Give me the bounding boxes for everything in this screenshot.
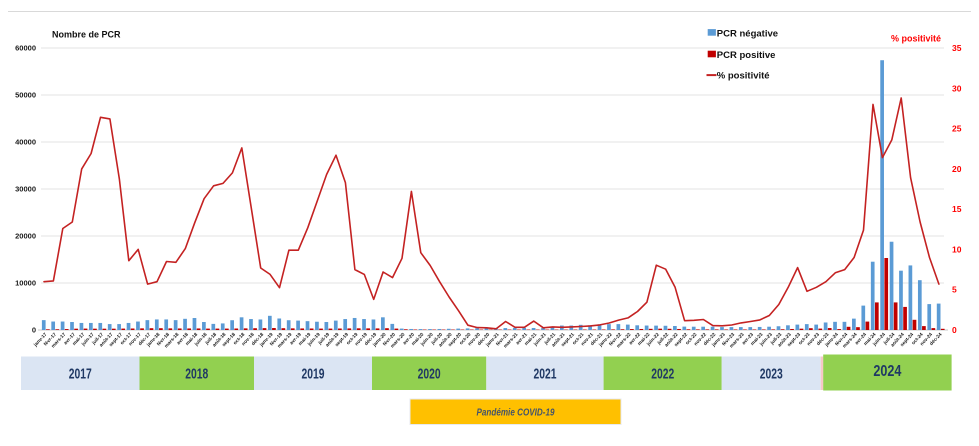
svg-text:25: 25 [952,124,962,134]
svg-text:2018: 2018 [185,366,208,383]
svg-text:2019: 2019 [302,366,325,383]
svg-text:15: 15 [952,204,962,214]
svg-text:PCR négative: PCR négative [717,29,778,40]
svg-text:60000: 60000 [15,44,36,53]
svg-text:PCR positive: PCR positive [717,50,776,61]
svg-text:5: 5 [952,285,957,295]
svg-text:35: 35 [952,43,962,53]
svg-text:40000: 40000 [15,138,36,147]
svg-text:0: 0 [952,325,957,335]
svg-text:2020: 2020 [418,366,441,383]
svg-text:20000: 20000 [15,232,36,241]
svg-text:30: 30 [952,83,962,93]
svg-text:10: 10 [952,244,962,254]
svg-text:10000: 10000 [15,279,36,288]
svg-text:2021: 2021 [534,366,557,383]
svg-text:50000: 50000 [15,91,36,100]
svg-text:30000: 30000 [15,185,36,194]
svg-text:2023: 2023 [760,366,783,383]
svg-text:2022: 2022 [651,366,674,383]
svg-text:2024: 2024 [873,363,901,380]
svg-text:20: 20 [952,164,962,174]
svg-text:% positivité: % positivité [891,34,941,44]
svg-text:Pandémie COVID-19: Pandémie COVID-19 [477,407,555,419]
svg-text:Nombre de PCR: Nombre de PCR [52,30,121,40]
svg-text:% positivité: % positivité [717,71,770,82]
svg-text:2017: 2017 [69,366,92,383]
svg-text:0: 0 [32,326,36,335]
